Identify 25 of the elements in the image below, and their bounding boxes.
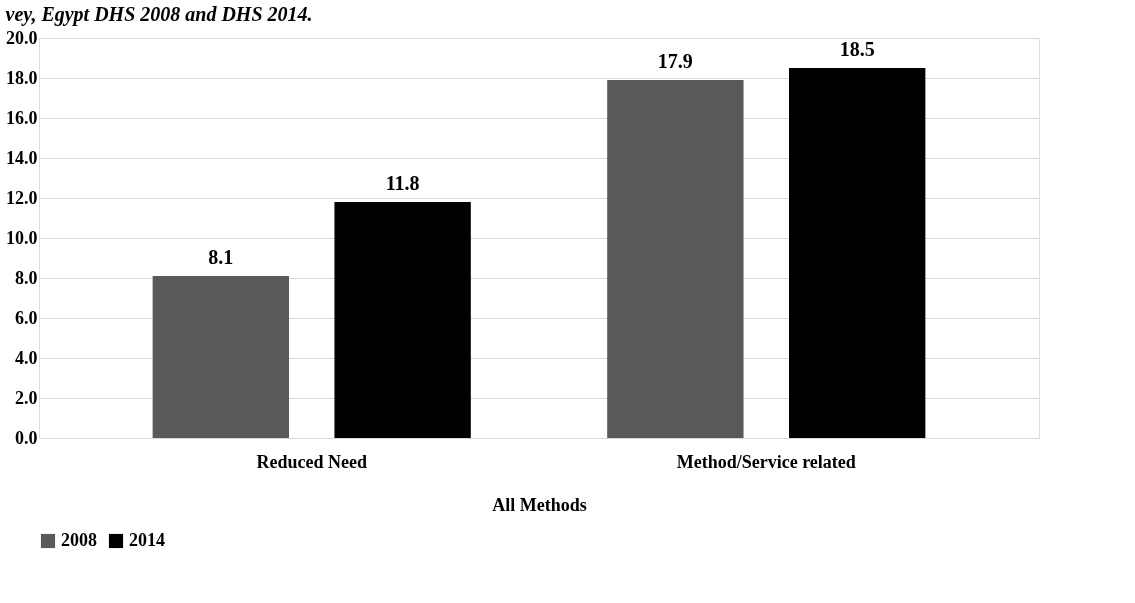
x-tick-label: Reduced Need <box>256 451 367 472</box>
data-label: 8.1 <box>208 246 234 268</box>
legend-label: 2014 <box>129 530 165 550</box>
y-tick-label: 4.0 <box>15 347 38 368</box>
y-tick-label: 14.0 <box>6 147 38 168</box>
y-tick-label: 2.0 <box>15 387 38 408</box>
bar <box>334 202 471 438</box>
y-tick-label: 16.0 <box>6 107 38 128</box>
y-tick-label: 20.0 <box>6 27 38 48</box>
legend-label: 2008 <box>61 530 97 550</box>
x-tick-label: Method/Service related <box>676 451 856 472</box>
y-tick-label: 0.0 <box>15 427 38 448</box>
y-tick-label: 8.0 <box>15 267 38 288</box>
bar <box>789 68 926 438</box>
y-tick-label: 10.0 <box>6 227 38 248</box>
chart-title: vey, Egypt DHS 2008 and DHS 2014. <box>5 3 313 26</box>
bar <box>152 276 289 438</box>
data-label: 17.9 <box>657 50 693 72</box>
x-axis-title: All Methods <box>492 494 587 515</box>
bar <box>607 80 744 438</box>
y-tick-label: 12.0 <box>6 187 38 208</box>
y-tick-label: 6.0 <box>15 307 38 328</box>
data-label: 11.8 <box>385 172 420 194</box>
y-tick-label: 18.0 <box>6 67 38 88</box>
data-label: 18.5 <box>839 38 875 60</box>
